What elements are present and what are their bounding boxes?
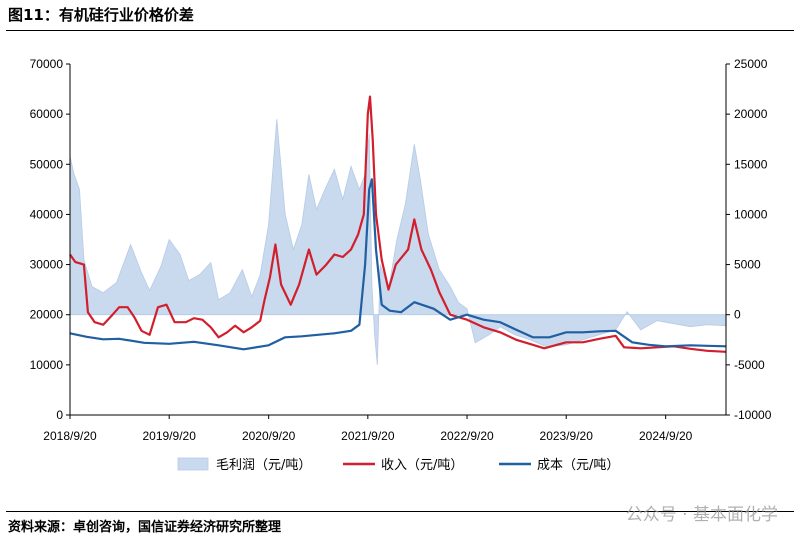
series-revenue-line: [69, 95, 727, 353]
x-tick-label: 2019/9/20: [142, 429, 196, 443]
y-left-tick-label: 60000: [30, 107, 64, 121]
line-layer: [69, 95, 727, 353]
axis-layer: 010000200003000040000500006000070000-100…: [30, 57, 772, 443]
y-right-tick-label: 20000: [734, 107, 768, 121]
y-left-tick-label: 40000: [30, 207, 64, 221]
legend-label: 成本（元/吨）: [537, 458, 619, 473]
legend-swatch-margin: [177, 457, 209, 471]
x-tick-label: 2018/9/20: [43, 429, 97, 443]
x-tick-label: 2022/9/20: [440, 429, 494, 443]
x-tick-label: 2023/9/20: [540, 429, 594, 443]
x-tick-label: 2020/9/20: [242, 429, 296, 443]
series-cost-line: [69, 178, 727, 351]
source-rule: [6, 511, 794, 512]
legend: 毛利润（元/吨） 收入（元/吨） 成本（元/吨）: [177, 457, 619, 473]
y-right-tick-label: 15000: [734, 157, 768, 171]
legend-label: 毛利润（元/吨）: [216, 458, 311, 473]
watermark: 公众号 · 基本面化学: [625, 505, 778, 525]
y-left-tick-label: 70000: [30, 57, 64, 71]
title-rule: [6, 30, 794, 31]
y-right-tick-label: -10000: [734, 408, 772, 422]
y-right-tick-label: 25000: [734, 57, 768, 71]
y-right-tick-label: -5000: [734, 358, 765, 372]
y-left-tick-label: 0: [56, 408, 63, 422]
y-left-tick-label: 20000: [30, 308, 64, 322]
x-tick-label: 2021/9/20: [341, 429, 395, 443]
y-left-tick-label: 30000: [30, 258, 64, 272]
margin-area-layer: [69, 119, 727, 365]
chart-title: 图11：有机硅行业价格价差: [8, 6, 194, 24]
y-left-tick-label: 50000: [30, 157, 64, 171]
y-right-tick-label: 10000: [734, 207, 768, 221]
y-left-tick-label: 10000: [30, 358, 64, 372]
y-right-tick-label: 5000: [734, 258, 761, 272]
series-margin-area: [69, 119, 727, 365]
y-right-tick-label: 0: [734, 308, 741, 322]
x-tick-label: 2024/9/20: [639, 429, 693, 443]
source-note: 资料来源：卓创咨询，国信证券经济研究所整理: [8, 520, 282, 535]
legend-label: 收入（元/吨）: [381, 458, 463, 473]
